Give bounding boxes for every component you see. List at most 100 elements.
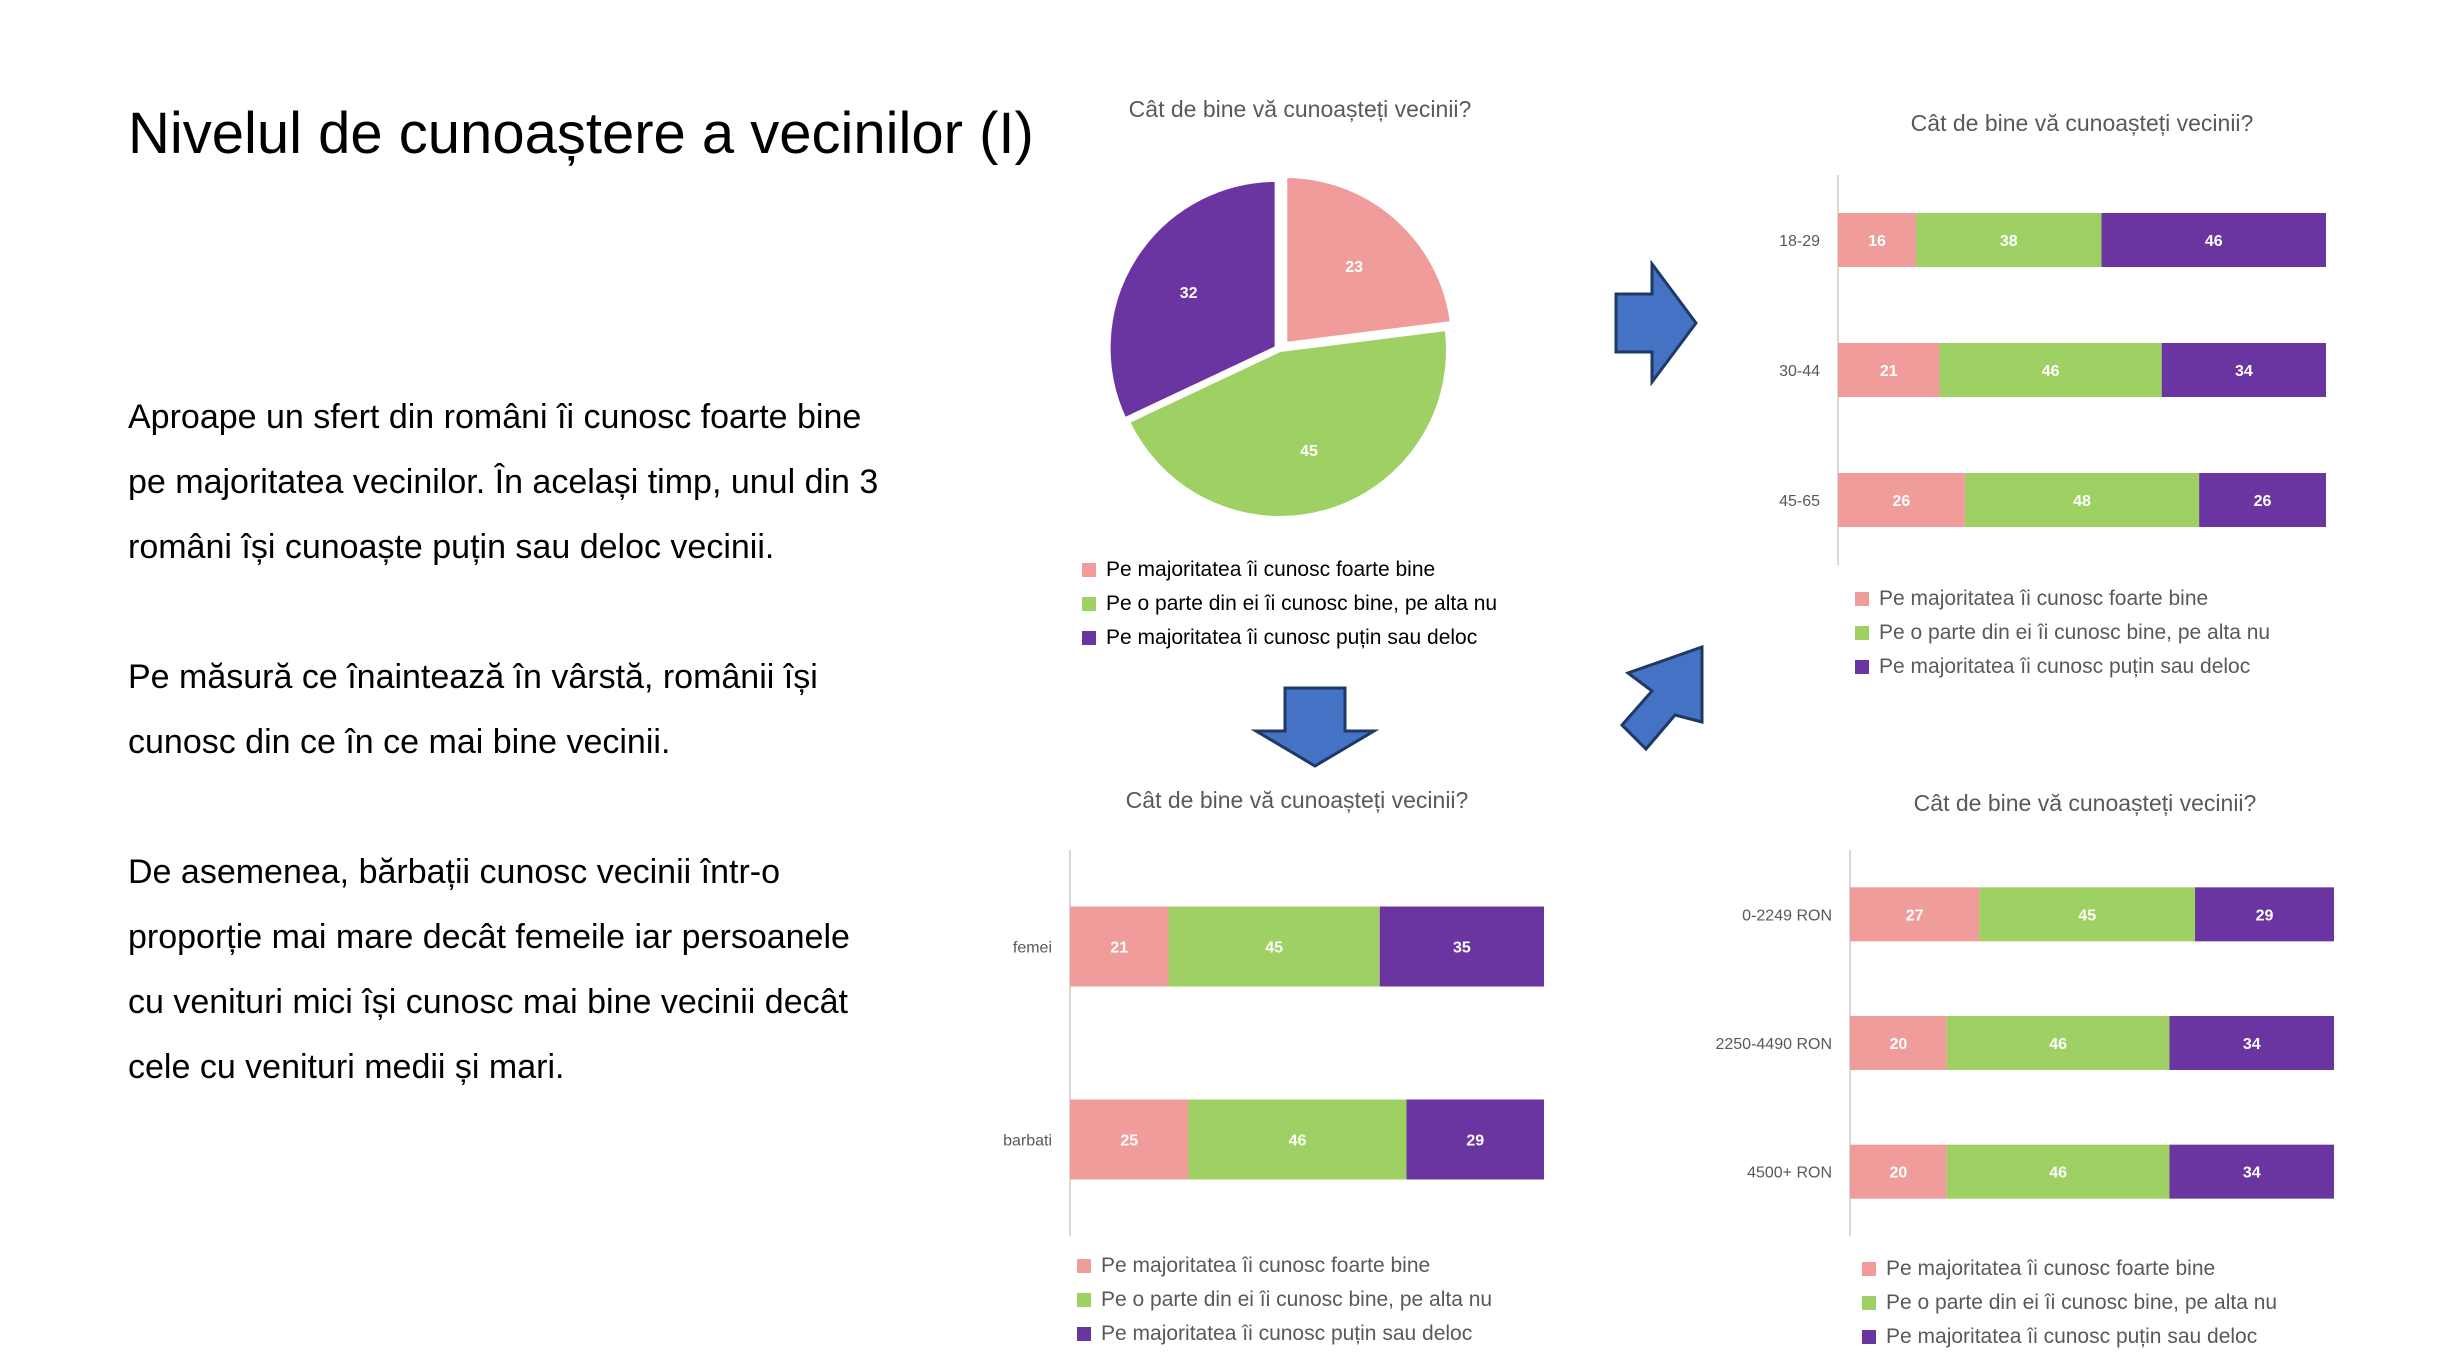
pie-slice-label: 45: [1300, 443, 1318, 460]
bar-value-label: 34: [2243, 1036, 2261, 1053]
bar-segment: [1838, 213, 1917, 267]
arrow-right-icon: [1614, 259, 1698, 387]
paragraph: Aproape un sfert din români îi cunosc fo…: [128, 385, 928, 580]
text-line: Aproape un sfert din români îi cunosc fo…: [128, 398, 862, 436]
bar-value-label: 46: [2042, 363, 2060, 380]
bar-segment: [1850, 1144, 1947, 1199]
legend-item: Pe o parte din ei îi cunosc bine, pe alt…: [1077, 1283, 1492, 1317]
bar-value-label: 21: [1880, 363, 1898, 380]
legend-item: Pe majoritatea îi cunosc foarte bine: [1855, 582, 2270, 616]
bar-segment: [2195, 887, 2334, 942]
pie-slice-label: 23: [1345, 259, 1363, 276]
bar-segment: [1939, 343, 2162, 397]
body-text: Aproape un sfert din români îi cunosc fo…: [128, 385, 928, 1165]
bar-value-label: 16: [1868, 233, 1886, 250]
bar-value-label: 45: [1265, 940, 1283, 957]
category-label: 45-65: [1779, 493, 1820, 510]
legend-swatch: [1862, 1262, 1876, 1276]
income-bar-chart: 0-2249 RON 27 45 29 2250-4490 RON 20 46 34 4500+…: [1715, 850, 2334, 1236]
bar-segment: [1964, 473, 2200, 527]
bar-segment: [1070, 906, 1169, 987]
legend-swatch: [1862, 1330, 1876, 1344]
legend-label: Pe majoritatea îi cunosc foarte bine: [1879, 587, 2209, 610]
category-label: 0-2249 RON: [1742, 907, 1832, 924]
text-line: cunosc din ce în ce mai bine vecinii.: [128, 723, 671, 761]
bar-segment: [2169, 1016, 2334, 1070]
pie-chart: 23 45 32: [1106, 173, 1455, 520]
bar-segment: [1070, 1099, 1189, 1180]
arrow-shape: [1619, 644, 1704, 752]
legend-label: Pe o parte din ei îi cunosc bine, pe alt…: [1106, 592, 1498, 615]
category-label: 2250-4490 RON: [1715, 1036, 1832, 1053]
text-line: români își cunoaște puțin sau deloc veci…: [128, 528, 775, 566]
income-chart-title: Cât de bine vă cunoașteți vecinii?: [1913, 790, 2257, 816]
legend-item: Pe majoritatea îi cunosc puțin sau deloc: [1855, 650, 2270, 684]
legend-label: Pe majoritatea îi cunosc puțin sau deloc: [1879, 655, 2251, 678]
bar-value-label: 20: [1890, 1036, 1908, 1053]
legend-swatch: [1082, 631, 1096, 645]
bar-value-label: 25: [1120, 1133, 1138, 1150]
bar-value-label: 26: [2254, 493, 2272, 510]
text-line: pe majoritatea vecinilor. În același tim…: [128, 463, 879, 501]
gender-legend: Pe majoritatea îi cunosc foarte bine Pe o…: [1077, 1249, 1492, 1351]
pie-slice: [1125, 326, 1450, 520]
pie-legend: Pe majoritatea îi cunosc foarte bine Pe o…: [1082, 553, 1497, 655]
text-line: cu venituri mici își cunosc mai bine vec…: [128, 983, 848, 1021]
age-bar-chart: 18-29 16 38 46 30-44 21 46 34 45-65 26 48 26: [1779, 175, 2326, 565]
legend-label: Pe majoritatea îi cunosc foarte bine: [1106, 558, 1436, 581]
legend-swatch: [1855, 660, 1869, 674]
bar-segment: [1979, 887, 2196, 942]
arrow-down-left-icon: [1619, 644, 1704, 752]
legend-swatch: [1082, 563, 1096, 577]
bar-value-label: 34: [2235, 363, 2253, 380]
bar-segment: [1188, 1099, 1407, 1180]
bar-value-label: 29: [2256, 907, 2274, 924]
pie-slice-label: 32: [1180, 285, 1198, 302]
legend-item: Pe o parte din ei îi cunosc bine, pe alt…: [1082, 587, 1497, 621]
legend-label: Pe majoritatea îi cunosc foarte bine: [1886, 1257, 2216, 1280]
category-label: 4500+ RON: [1747, 1165, 1832, 1182]
category-label: 18-29: [1779, 233, 1820, 250]
bar-segment: [1850, 1016, 1947, 1070]
bar-segment: [1168, 906, 1380, 987]
legend-swatch: [1077, 1259, 1091, 1273]
bar-value-label: 38: [2000, 233, 2018, 250]
bar-segment: [1379, 906, 1544, 987]
legend-swatch: [1077, 1327, 1091, 1341]
legend-label: Pe majoritatea îi cunosc foarte bine: [1101, 1254, 1431, 1277]
bar-segment: [1838, 473, 1965, 527]
paragraph: De asemenea, bărbații cunosc vecinii înt…: [128, 840, 928, 1100]
arrow-shape: [1250, 686, 1380, 768]
legend-label: Pe o parte din ei îi cunosc bine, pe alt…: [1101, 1288, 1493, 1311]
legend-item: Pe o parte din ei îi cunosc bine, pe alt…: [1862, 1286, 2277, 1320]
category-label: barbati: [1003, 1133, 1052, 1150]
legend-swatch: [1855, 626, 1869, 640]
bar-segment: [2101, 213, 2326, 267]
legend-item: Pe majoritatea îi cunosc foarte bine: [1862, 1252, 2277, 1286]
legend-swatch: [1862, 1296, 1876, 1310]
category-label: femei: [1013, 940, 1052, 957]
bar-value-label: 48: [2073, 493, 2091, 510]
bar-segment: [1850, 887, 1980, 942]
bar-segment: [2199, 473, 2326, 527]
bar-value-label: 20: [1890, 1165, 1908, 1182]
legend-label: Pe o parte din ei îi cunosc bine, pe alt…: [1886, 1291, 2278, 1314]
bar-value-label: 34: [2243, 1165, 2261, 1182]
legend-label: Pe majoritatea îi cunosc puțin sau deloc: [1101, 1322, 1473, 1345]
age-chart-title: Cât de bine vă cunoașteți vecinii?: [1910, 110, 2254, 136]
legend-item: Pe majoritatea îi cunosc foarte bine: [1077, 1249, 1492, 1283]
bar-segment: [1916, 213, 2102, 267]
legend-swatch: [1855, 592, 1869, 606]
paragraph: Pe măsură ce înaintează în vârstă, român…: [128, 645, 928, 775]
bar-value-label: 27: [1906, 907, 1924, 924]
legend-item: Pe majoritatea îi cunosc puțin sau deloc: [1862, 1320, 2277, 1354]
bar-value-label: 35: [1453, 940, 1471, 957]
bar-value-label: 46: [2049, 1036, 2067, 1053]
legend-item: Pe majoritatea îi cunosc foarte bine: [1082, 553, 1497, 587]
text-line: Pe măsură ce înaintează în vârstă, român…: [128, 658, 818, 696]
gender-chart-title: Cât de bine vă cunoașteți vecinii?: [1125, 787, 1469, 813]
bar-value-label: 46: [1289, 1133, 1307, 1150]
bar-segment: [2161, 343, 2326, 397]
pie-chart-title: Cât de bine vă cunoașteți vecinii?: [1128, 96, 1472, 122]
text-line: De asemenea, bărbații cunosc vecinii înt…: [128, 853, 780, 891]
